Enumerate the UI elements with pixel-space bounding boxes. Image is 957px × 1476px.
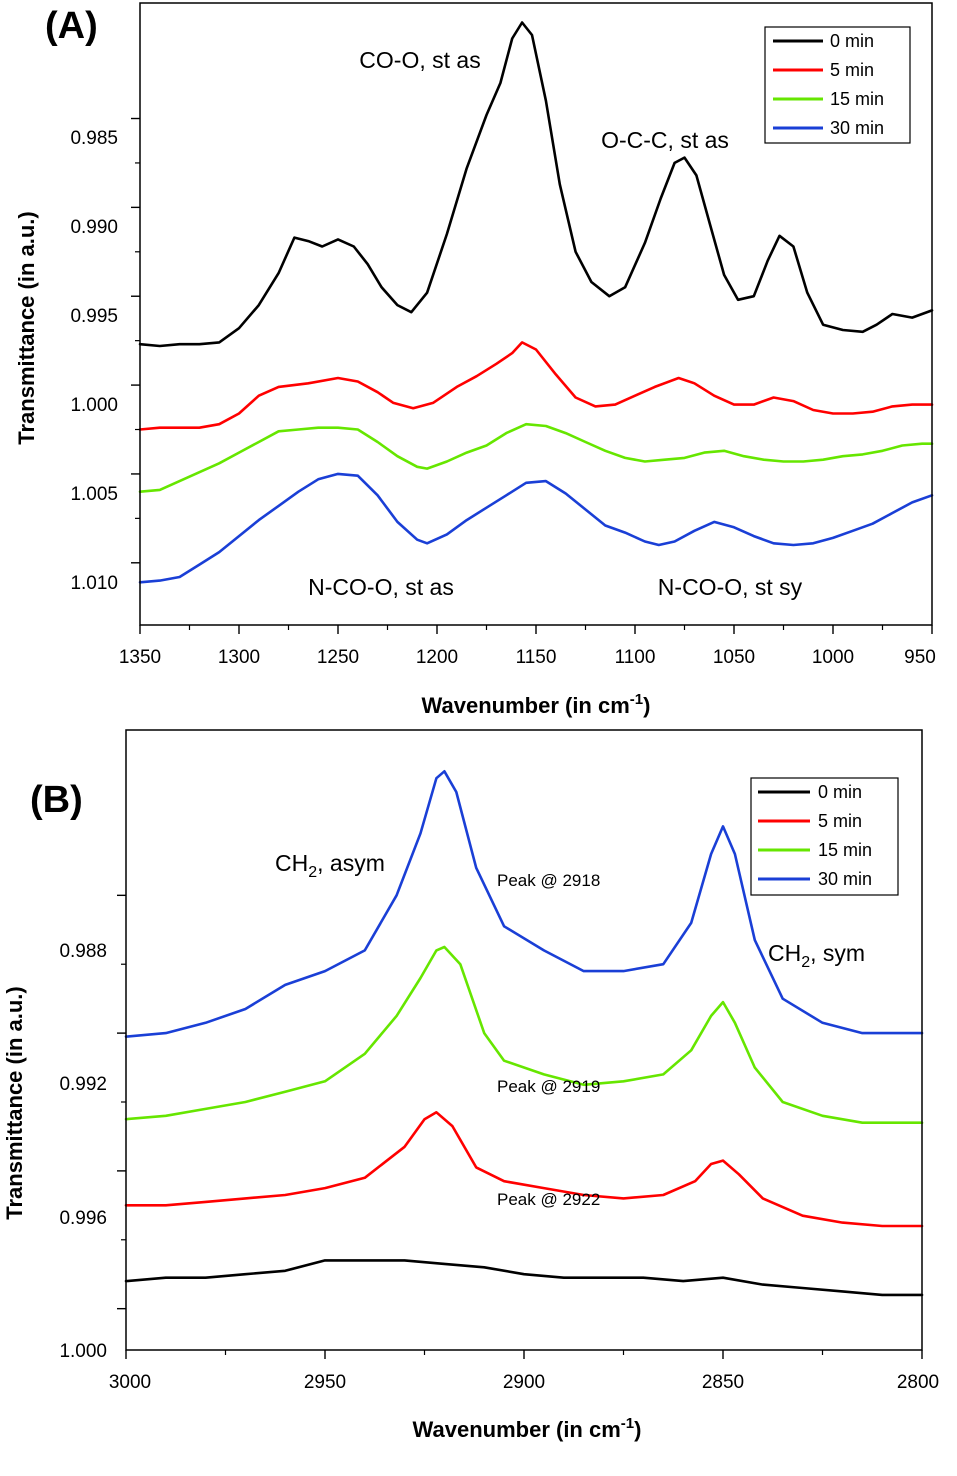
panel-b-ytick-label: 0.988 xyxy=(59,941,107,962)
panel-b-annotation: Peak @ 2922 xyxy=(497,1190,600,1209)
panel-b-ticks xyxy=(117,894,923,1359)
panel-b-series-group xyxy=(124,770,924,1297)
panel-b-xtick-label: 3000 xyxy=(109,1372,151,1393)
panel-b-annotation: Peak @ 2918 xyxy=(497,871,600,890)
panel-b-xlabel-sup: -1 xyxy=(621,1415,634,1432)
panel-b-ytick-label: 0.992 xyxy=(59,1074,107,1095)
panel-a-ytick-label: 0.985 xyxy=(70,128,118,149)
panel-b-ch2-sym-sub: 2 xyxy=(801,954,810,971)
panel-a-plot: 1350 1300 1250 1200 1150 1100 1050 1000 … xyxy=(70,2,936,718)
panel-b-xtick-label: 2850 xyxy=(702,1372,744,1393)
panel-a-ytick-label: 1.000 xyxy=(70,395,118,416)
panel-b-legend: 0 min 5 min 15 min 30 min xyxy=(750,777,899,896)
panel-a-ytick-label: 1.010 xyxy=(70,573,118,594)
panel-b-legend-box xyxy=(750,777,899,896)
panel-b-xlabel-main: Wavenumber (in cm xyxy=(413,1417,621,1442)
panel-b-ch2-asym-sub: 2 xyxy=(308,864,317,881)
panel-b-label: (B) xyxy=(30,779,83,821)
panel-b-ytick-label: 0.996 xyxy=(59,1208,107,1229)
panel-b-ytick-labels: 0.988 0.992 0.996 1.000 xyxy=(59,941,107,1362)
panel-a-xtick-label: 950 xyxy=(904,647,936,668)
panel-b-xtick-label: 2900 xyxy=(503,1372,545,1393)
panel-b-ytick-label: 1.000 xyxy=(59,1341,107,1362)
panel-b-ch2-asym-main: CH xyxy=(275,850,308,876)
panel-b-xlabel-end: ) xyxy=(634,1417,641,1442)
panel-a-xtick-label: 1300 xyxy=(218,647,260,668)
panel-a-xlabel-main: Wavenumber (in cm xyxy=(422,693,630,718)
panel-b-annotation-ch2-sym: CH2, sym xyxy=(768,940,865,971)
panel-a-legend: 0 min 5 min 15 min 30 min xyxy=(764,26,911,144)
panel-a-xlabel-end: ) xyxy=(643,693,650,718)
panel-b-annotation-ch2-asym: CH2, asym xyxy=(275,850,385,881)
panel-a-legend-label: 30 min xyxy=(830,118,884,138)
panel-a-annotation: CO-O, st as xyxy=(359,47,480,73)
panel-a-ytick-label: 0.995 xyxy=(70,306,118,327)
panel-b-series-15-min xyxy=(124,945,924,1124)
panel-b: (B) Transmittance (in a.u.) 3000 2950 29… xyxy=(2,729,939,1442)
panel-a-series-5-min xyxy=(138,341,934,431)
panel-a-xlabel-sup: -1 xyxy=(630,691,643,708)
panel-a-ytick-label: 1.005 xyxy=(70,484,118,505)
panel-a-xtick-label: 1350 xyxy=(119,647,161,668)
panel-a-ytick-labels: 0.985 0.990 0.995 1.000 1.005 1.010 xyxy=(70,128,118,594)
panel-a-xtick-label: 1200 xyxy=(416,647,458,668)
panel-a-xtick-labels: 1350 1300 1250 1200 1150 1100 1050 1000 … xyxy=(119,647,936,668)
panel-b-series-30-min xyxy=(124,770,924,1038)
panel-a-series-15-min xyxy=(138,422,934,493)
panel-b-series-0-min xyxy=(124,1259,924,1297)
panel-a-legend-label: 15 min xyxy=(830,89,884,109)
panel-b-plot: 3000 2950 2900 2850 2800 0.988 0.992 0.9… xyxy=(59,729,939,1442)
panel-a-legend-label: 0 min xyxy=(830,31,874,51)
panel-a-legend-box xyxy=(764,26,911,144)
panel-a-series-group xyxy=(138,21,934,584)
panel-b-series-5-min xyxy=(124,1111,924,1228)
panel-b-xtick-label: 2950 xyxy=(304,1372,346,1393)
panel-b-xtick-labels: 3000 2950 2900 2850 2800 xyxy=(109,1372,939,1393)
panel-b-ch2-sym-main: CH xyxy=(768,940,801,966)
panel-a-xtick-label: 1250 xyxy=(317,647,359,668)
panel-a-series-30-min xyxy=(138,472,934,584)
panel-a-annotation: N-CO-O, st sy xyxy=(658,574,803,600)
panel-a-annotation: N-CO-O, st as xyxy=(308,574,454,600)
panel-a-xtick-label: 1000 xyxy=(812,647,854,668)
panel-b-ylabel: Transmittance (in a.u.) xyxy=(2,986,27,1220)
panel-a-xtick-label: 1050 xyxy=(713,647,755,668)
panel-a-xlabel: Wavenumber (in cm-1) xyxy=(422,691,651,718)
panel-b-xlabel: Wavenumber (in cm-1) xyxy=(413,1415,642,1442)
panel-a-ticks xyxy=(131,117,933,634)
panel-b-legend-label: 5 min xyxy=(818,811,862,831)
panel-b-legend-label: 15 min xyxy=(818,840,872,860)
panel-a-xtick-label: 1150 xyxy=(516,647,557,668)
panel-a-annotation: O-C-C, st as xyxy=(601,127,729,153)
panel-a-ytitle-wrap: Transmittance (in a.u.) xyxy=(14,211,39,445)
panel-a: (A) Transmittance (in a.u.) 1350 1300 12… xyxy=(14,2,936,718)
panel-a-ytick-label: 0.990 xyxy=(70,217,118,238)
panel-b-ytitle-wrap: Transmittance (in a.u.) xyxy=(2,986,27,1220)
panel-a-xtick-label: 1100 xyxy=(615,647,656,668)
panel-a-legend-label: 5 min xyxy=(830,60,874,80)
panel-a-series-0-min xyxy=(138,21,934,348)
panel-b-legend-label: 0 min xyxy=(818,782,862,802)
panel-b-ch2-asym-end: , asym xyxy=(317,850,385,876)
panel-b-annotation: Peak @ 2919 xyxy=(497,1077,600,1096)
panel-a-label: (A) xyxy=(45,5,98,47)
panel-a-ylabel: Transmittance (in a.u.) xyxy=(14,211,39,445)
panel-b-xtick-label: 2800 xyxy=(897,1372,939,1393)
panel-b-legend-label: 30 min xyxy=(818,869,872,889)
panel-b-ch2-sym-end: , sym xyxy=(810,940,865,966)
